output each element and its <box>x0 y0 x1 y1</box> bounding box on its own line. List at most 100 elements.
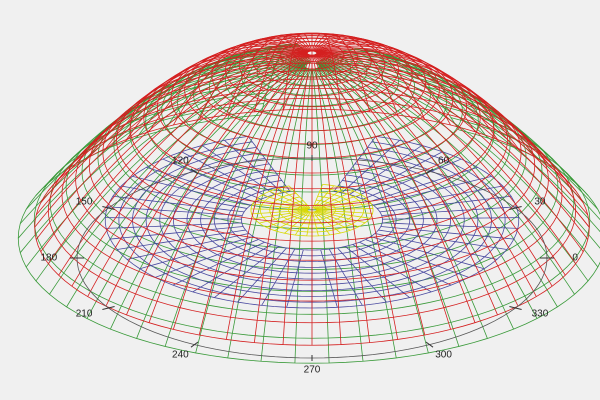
mesh-spoke <box>282 54 312 345</box>
mesh-spoke <box>316 53 584 252</box>
mesh-spoke <box>315 53 553 287</box>
mesh-spoke <box>376 185 503 209</box>
angle-tick-label: 60 <box>438 156 450 167</box>
mesh-spoke <box>136 68 309 339</box>
angle-tick <box>425 341 434 348</box>
mesh-spoke <box>107 206 243 216</box>
mesh-spoke <box>370 236 485 270</box>
angle-tick <box>509 306 522 310</box>
mesh-spoke <box>172 241 265 286</box>
mesh-spoke <box>374 233 497 260</box>
mesh-spoke <box>106 222 242 229</box>
mesh-spoke <box>315 54 519 307</box>
angle-tick-label: 120 <box>172 156 189 167</box>
mesh-spoke <box>315 194 362 210</box>
mesh-spoke <box>35 52 308 216</box>
mesh-spoke <box>312 33 371 112</box>
mesh-spoke <box>261 194 309 210</box>
mesh-spoke <box>110 226 244 240</box>
mesh-spoke <box>349 145 423 195</box>
angle-tick-label: 210 <box>76 309 93 320</box>
mesh-spoke <box>49 61 306 183</box>
mesh-spoke <box>312 68 364 362</box>
mesh-spoke <box>139 236 254 270</box>
angle-tick-label: 270 <box>304 365 321 376</box>
mesh-spoke <box>34 52 308 228</box>
mesh-spoke <box>312 69 330 363</box>
angle-tick <box>190 168 199 175</box>
mesh-spoke <box>132 175 251 206</box>
mesh-spoke <box>260 68 312 362</box>
polar-axis: 0 30 60 90 120 150 180 210 240 270 300 330 <box>40 141 578 376</box>
angle-tick-label: 300 <box>435 350 452 361</box>
mesh-spoke <box>314 54 476 323</box>
mesh-spoke <box>47 53 308 264</box>
mesh-spoke <box>192 244 272 293</box>
mesh-spoke <box>306 211 312 236</box>
mesh-spoke <box>227 68 311 358</box>
mesh-spoke <box>318 66 589 282</box>
mesh-spoke <box>155 239 259 278</box>
angle-tick-label: 30 <box>534 197 546 208</box>
mesh-spoke <box>58 49 308 180</box>
mesh-spoke <box>315 68 488 339</box>
mesh-spoke <box>105 54 309 307</box>
angle-tick <box>425 168 434 175</box>
mesh-spoke <box>172 54 310 330</box>
mesh-spoke <box>316 52 590 228</box>
mesh-spoke <box>316 209 373 214</box>
mesh-spoke <box>265 210 309 228</box>
mesh-spoke <box>247 136 291 192</box>
mesh-spoke <box>294 69 312 363</box>
angle-tick-label: 0 <box>572 253 578 264</box>
mesh-spoke <box>25 64 306 210</box>
mesh-spoke <box>254 210 308 220</box>
mesh-spoke <box>316 210 371 219</box>
mesh-spoke <box>328 248 363 306</box>
mesh-spoke <box>316 52 589 216</box>
mesh-spoke <box>313 54 399 340</box>
mesh-spoke <box>315 43 519 149</box>
mesh-spoke <box>313 35 426 120</box>
mesh-spoke <box>359 241 452 286</box>
angle-tick-label: 240 <box>172 350 189 361</box>
mesh-spoke <box>126 54 310 316</box>
mesh-spoke <box>314 54 452 330</box>
mesh-spoke <box>337 247 387 303</box>
mesh-spoke <box>312 54 342 345</box>
mesh-spoke <box>19 66 306 253</box>
mesh-spoke <box>87 45 309 159</box>
mesh-spoke <box>314 54 498 316</box>
angle-tick <box>102 306 115 310</box>
mesh-spoke <box>314 41 498 140</box>
mesh-spoke <box>35 52 308 240</box>
mesh-spoke <box>382 222 518 229</box>
mesh-spoke <box>313 34 399 116</box>
mesh-spoke <box>253 54 312 343</box>
mesh-spoke <box>201 145 275 195</box>
mesh-spoke <box>333 136 377 192</box>
mesh-spoke <box>71 47 309 169</box>
mesh-spoke <box>320 249 338 308</box>
mesh-spoke <box>312 54 371 343</box>
mesh-spoke <box>313 54 426 336</box>
angle-tick-label: 330 <box>532 309 549 320</box>
mesh-spoke <box>378 229 507 250</box>
mesh-spoke <box>225 54 311 340</box>
mesh-spoke <box>214 246 279 298</box>
mesh-spoke <box>225 34 311 116</box>
mesh-spoke <box>261 248 296 306</box>
mesh-spoke <box>162 158 262 200</box>
mesh-spoke <box>35 66 306 282</box>
angle-tick-label: 150 <box>76 197 93 208</box>
mesh-spoke <box>316 51 584 203</box>
mesh-spoke <box>316 52 589 240</box>
mesh-spoke <box>237 247 287 303</box>
surfaces <box>17 32 600 364</box>
mesh-spoke <box>315 53 537 297</box>
angle-tick <box>190 341 199 348</box>
mesh-spoke <box>316 203 372 210</box>
mesh-spoke <box>127 233 250 260</box>
mesh-spoke <box>259 210 309 224</box>
